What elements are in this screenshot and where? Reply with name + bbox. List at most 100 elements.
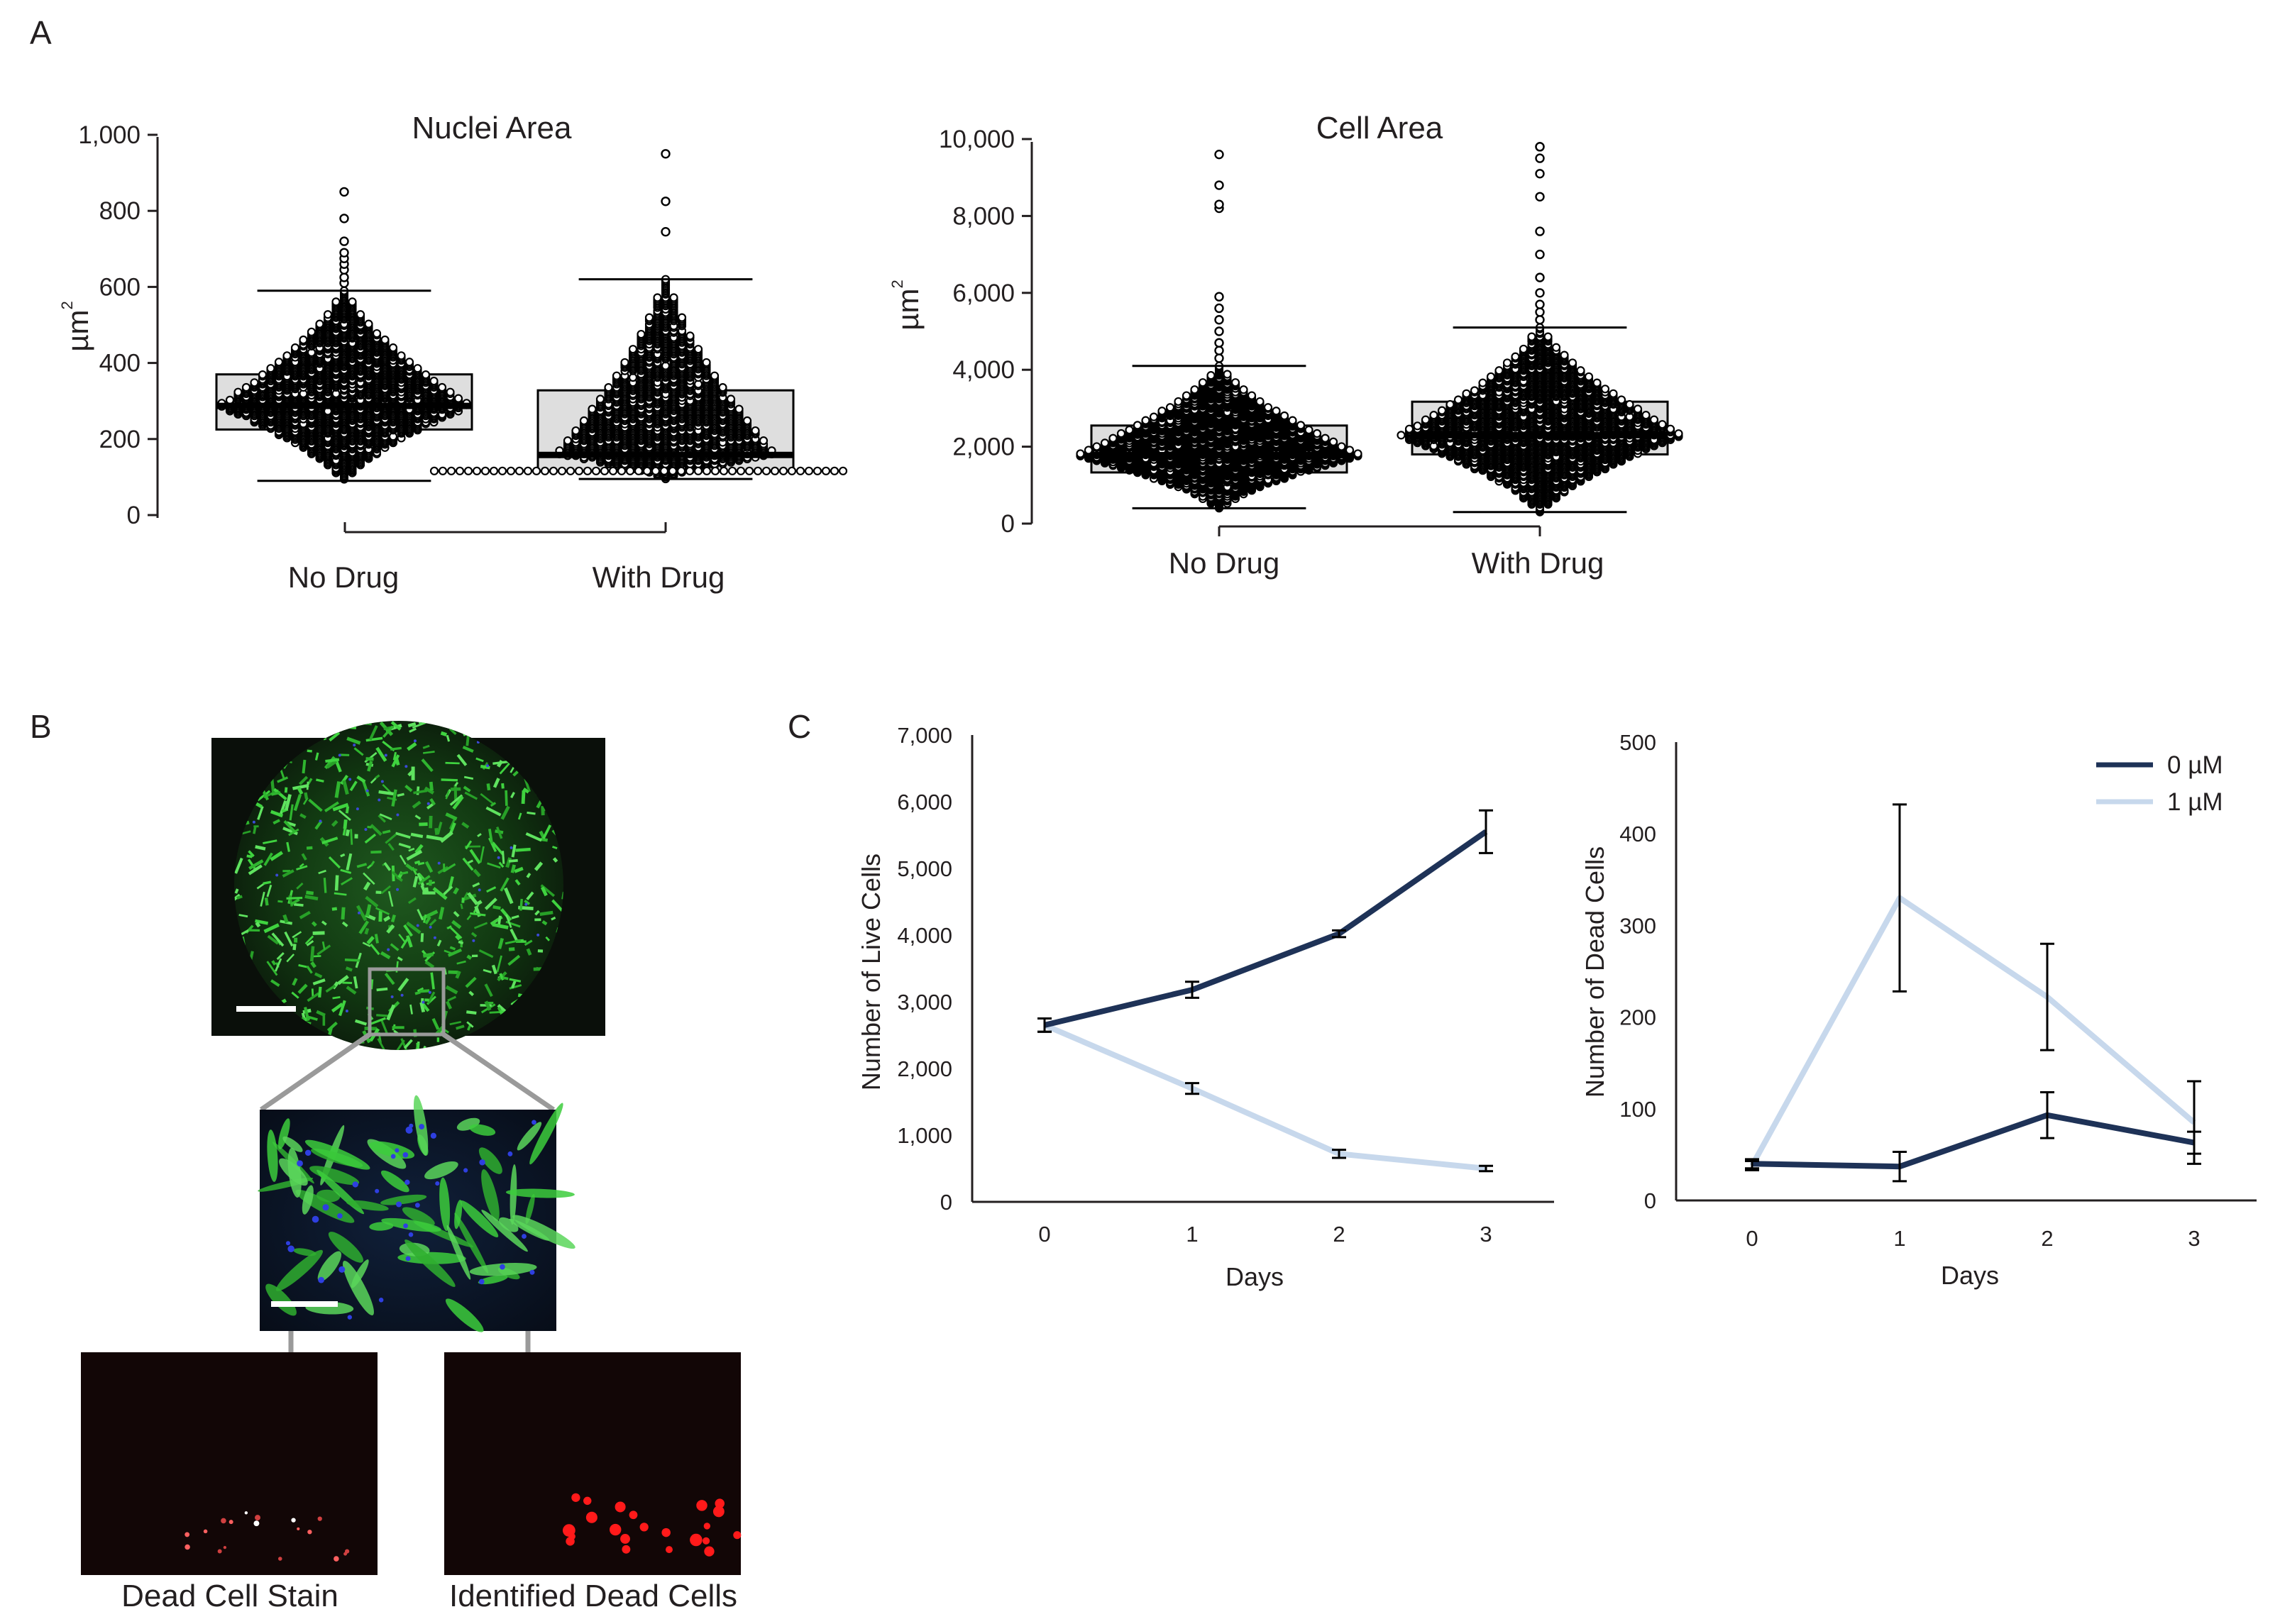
swarm-point	[372, 328, 382, 338]
swarm-point	[787, 466, 797, 475]
swarm-point	[702, 358, 711, 368]
outlier-point	[661, 197, 671, 206]
swarm-point	[1263, 403, 1273, 412]
swarm-point	[1165, 403, 1175, 412]
swarm-point	[1288, 416, 1297, 425]
outlier-point	[1214, 149, 1224, 160]
swarm-point	[258, 370, 268, 380]
outlier-point	[339, 248, 349, 258]
swarm-point	[413, 364, 422, 373]
swarm-point	[659, 466, 669, 475]
swarm-point	[693, 345, 703, 354]
swarm-point	[634, 466, 644, 475]
swarm-point	[421, 370, 431, 380]
swarm-point	[579, 416, 589, 426]
y-tick-label: 0	[1001, 510, 1015, 538]
y-tick-label: 8,000	[952, 202, 1015, 230]
outlier-point	[1214, 346, 1224, 355]
swarm-point	[677, 313, 687, 322]
y-tick-label: 800	[99, 197, 141, 225]
swarm-point	[266, 364, 275, 373]
swarm-point	[532, 466, 541, 475]
swarm-point	[600, 466, 610, 475]
swarm-point	[429, 466, 439, 475]
swarm-point	[742, 416, 752, 426]
swarm-point	[702, 466, 712, 475]
swarm-point	[612, 371, 622, 380]
outlier-point	[1214, 303, 1224, 314]
swarm-point	[669, 293, 678, 302]
swarm-point	[710, 371, 720, 380]
swarm-point	[380, 335, 390, 345]
swarm-point	[813, 466, 822, 475]
y-tick-label: 1,000	[78, 121, 141, 149]
swarm-point	[463, 466, 473, 475]
swarm-point	[233, 387, 243, 397]
outlier-point	[1214, 199, 1224, 209]
swarm-point	[566, 466, 575, 475]
swarm-point	[438, 466, 448, 475]
swarm-point	[685, 331, 695, 341]
swarm-point	[1328, 437, 1338, 446]
y-axis-label-unit: µm	[891, 289, 925, 331]
swarm-point	[1108, 433, 1118, 443]
swarm-point	[668, 466, 678, 475]
swarm-point	[753, 466, 763, 475]
swarm-point	[718, 383, 727, 392]
swarm-point	[241, 382, 251, 392]
swarm-point	[1239, 385, 1248, 394]
swarm-point	[274, 358, 284, 367]
swarm-point	[588, 404, 597, 414]
chart-title: Nuclei Area	[412, 111, 572, 145]
category-label: No Drug	[288, 560, 399, 594]
swarm-point	[736, 466, 746, 475]
swarm-point	[489, 466, 499, 475]
swarm-point	[397, 351, 406, 360]
outlier-point	[1214, 292, 1224, 302]
swarm-point	[625, 466, 635, 475]
swarm-point	[356, 310, 365, 319]
swarm-point	[628, 345, 638, 354]
swarm-point	[1353, 449, 1362, 458]
swarm-points	[1076, 142, 1683, 517]
y-tick-label: 400	[99, 350, 141, 377]
swarm-point	[726, 394, 736, 404]
swarm-point	[761, 466, 771, 475]
panel-label-c: C	[788, 708, 811, 745]
swarm-point	[744, 466, 754, 475]
swarm-point	[617, 466, 627, 475]
swarm-point	[290, 343, 300, 353]
swarm-point	[685, 466, 695, 475]
swarm-point	[453, 394, 463, 403]
outlier-point	[1214, 180, 1224, 190]
category-label: With Drug	[593, 560, 725, 594]
y-axis-label-exponent: 2	[58, 301, 76, 309]
swarm-point	[574, 466, 584, 475]
swarm-point	[1247, 391, 1257, 400]
swarm-point	[1076, 449, 1085, 458]
swarm-point	[637, 329, 646, 339]
y-tick-label: 10,000	[939, 126, 1015, 153]
swarm-point	[348, 297, 357, 306]
swarm-point	[795, 466, 805, 475]
swarm-point	[1182, 391, 1191, 400]
outlier-point	[661, 226, 671, 237]
swarm-point	[523, 466, 533, 475]
swarm-point	[1092, 442, 1101, 451]
swarm-point	[514, 466, 524, 475]
swarm-point	[1125, 425, 1134, 435]
panel-label-b: B	[30, 708, 52, 745]
outlier-point	[339, 214, 349, 223]
category-label: With Drug	[1472, 546, 1604, 580]
y-tick-label: 6,000	[952, 280, 1015, 307]
swarm-point	[734, 404, 744, 414]
category-label: No Drug	[1169, 546, 1279, 580]
swarm-point	[497, 466, 507, 475]
swarm-point	[1304, 425, 1314, 435]
swarm-point	[1116, 429, 1126, 438]
swarm-point	[693, 466, 703, 475]
swarm-point	[1296, 421, 1306, 430]
swarm-point	[644, 313, 654, 322]
